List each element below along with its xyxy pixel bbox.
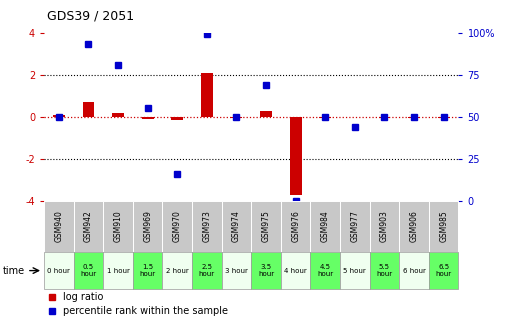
Bar <box>231 117 242 118</box>
Bar <box>408 117 420 118</box>
Text: GSM910: GSM910 <box>113 211 123 242</box>
Bar <box>290 117 301 195</box>
Text: GSM906: GSM906 <box>410 211 419 242</box>
Bar <box>260 111 272 117</box>
Bar <box>340 252 370 289</box>
Text: 2 hour: 2 hour <box>166 267 189 274</box>
Bar <box>281 252 310 289</box>
Text: 1 hour: 1 hour <box>107 267 130 274</box>
Bar <box>281 201 310 252</box>
Bar <box>53 115 65 117</box>
Bar <box>171 117 183 120</box>
Bar <box>379 117 391 118</box>
Bar <box>399 252 429 289</box>
Bar <box>310 201 340 252</box>
Text: 1.5
hour: 1.5 hour <box>139 264 156 277</box>
Bar <box>399 201 429 252</box>
Text: 6 hour: 6 hour <box>402 267 425 274</box>
Bar <box>340 201 370 252</box>
Text: GSM984: GSM984 <box>321 211 330 242</box>
Text: GSM973: GSM973 <box>203 211 211 242</box>
Text: 5.5
hour: 5.5 hour <box>377 264 393 277</box>
Text: 6.5
hour: 6.5 hour <box>436 264 452 277</box>
Text: GDS39 / 2051: GDS39 / 2051 <box>47 10 134 23</box>
Text: log ratio: log ratio <box>63 292 103 302</box>
Text: 5 hour: 5 hour <box>343 267 366 274</box>
Bar <box>370 252 399 289</box>
Text: 4 hour: 4 hour <box>284 267 307 274</box>
Bar <box>438 117 450 118</box>
Text: GSM976: GSM976 <box>291 211 300 242</box>
Text: 3 hour: 3 hour <box>225 267 248 274</box>
Bar <box>222 201 251 252</box>
Text: 4.5
hour: 4.5 hour <box>317 264 333 277</box>
Bar <box>163 252 192 289</box>
Bar <box>251 201 281 252</box>
Bar <box>82 102 94 117</box>
Text: 2.5
hour: 2.5 hour <box>199 264 215 277</box>
Bar <box>310 252 340 289</box>
Bar <box>222 252 251 289</box>
Bar <box>133 252 163 289</box>
Text: GSM942: GSM942 <box>84 211 93 242</box>
Text: GSM969: GSM969 <box>143 211 152 242</box>
Bar <box>319 117 331 118</box>
Bar <box>44 201 74 252</box>
Bar <box>192 201 222 252</box>
Text: GSM975: GSM975 <box>262 211 270 242</box>
Bar <box>429 252 458 289</box>
Bar <box>74 252 103 289</box>
Bar <box>112 113 124 117</box>
Text: 0.5
hour: 0.5 hour <box>80 264 96 277</box>
Bar <box>429 201 458 252</box>
Bar <box>74 201 103 252</box>
Bar <box>103 201 133 252</box>
Text: GSM985: GSM985 <box>439 211 448 242</box>
Bar <box>192 252 222 289</box>
Bar <box>133 201 163 252</box>
Bar <box>163 201 192 252</box>
Bar <box>142 117 153 119</box>
Text: 0 hour: 0 hour <box>47 267 70 274</box>
Bar <box>103 252 133 289</box>
Text: time: time <box>3 266 25 276</box>
Text: 3.5
hour: 3.5 hour <box>258 264 274 277</box>
Bar <box>251 252 281 289</box>
Bar <box>370 201 399 252</box>
Text: GSM974: GSM974 <box>232 211 241 242</box>
Text: GSM977: GSM977 <box>350 211 359 242</box>
Text: GSM970: GSM970 <box>172 211 182 242</box>
Bar <box>201 73 213 117</box>
Text: GSM940: GSM940 <box>54 211 63 242</box>
Text: percentile rank within the sample: percentile rank within the sample <box>63 306 228 316</box>
Bar <box>44 252 74 289</box>
Text: GSM903: GSM903 <box>380 211 389 242</box>
